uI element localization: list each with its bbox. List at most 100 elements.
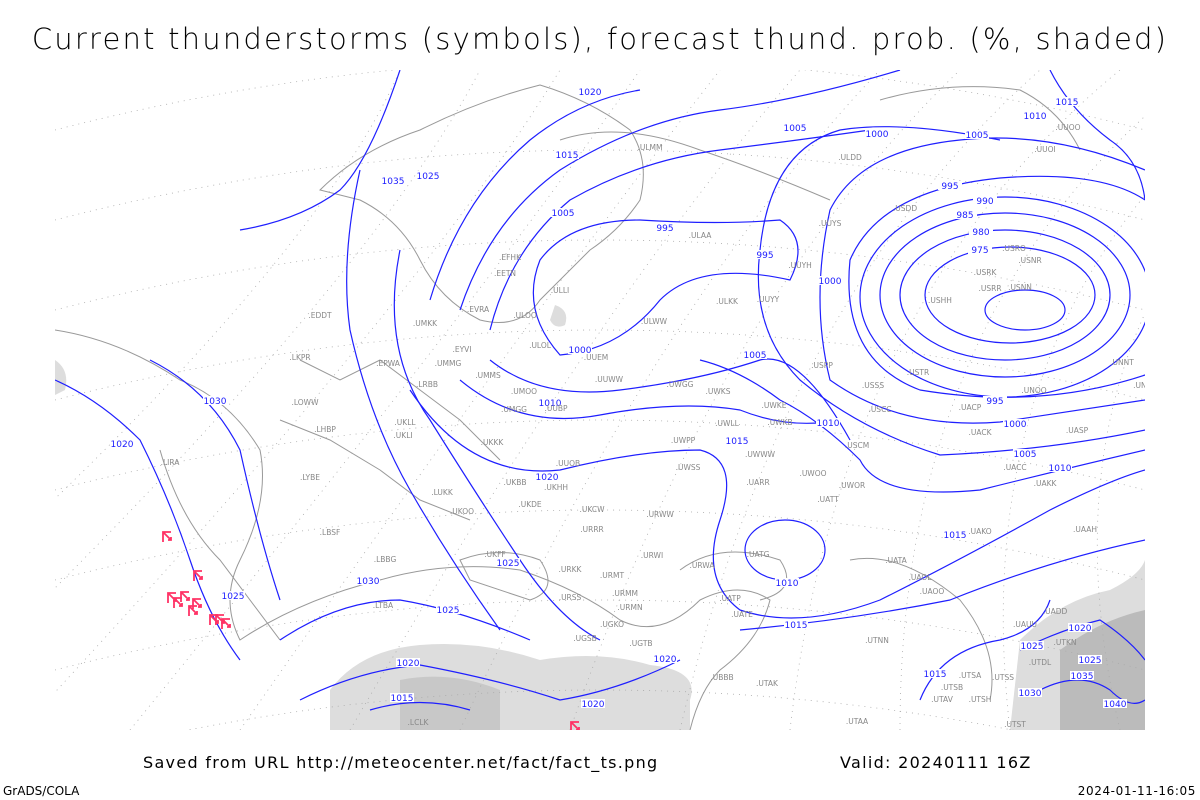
station-label: .UAAH: [1073, 525, 1097, 534]
isobar-label: 1030: [1019, 689, 1042, 699]
station-label: .LRBB: [416, 380, 438, 389]
station-label: .USNR: [1018, 256, 1041, 265]
station-label: .UKHH: [544, 483, 568, 492]
station-label: .EETN: [494, 269, 516, 278]
isobar-label: 1010: [1024, 112, 1047, 122]
station-label: .USRR: [978, 284, 1001, 293]
station-label: .USCC: [868, 405, 891, 414]
station-label: .UUWW: [595, 375, 624, 384]
isobar-label: 1005: [552, 209, 575, 219]
station-label: .ULLI: [551, 286, 569, 295]
station-label: .ULAA: [689, 231, 713, 240]
software-credit: GrADS/COLA: [3, 784, 80, 798]
station-label: .UKFF: [484, 550, 505, 559]
isobar-label: 995: [656, 224, 673, 234]
isobar-label: 1015: [391, 694, 414, 704]
station-label: .ULDD: [838, 153, 862, 162]
station-label: .URMN: [617, 603, 642, 612]
thunderstorm-symbol-icon: [188, 605, 198, 616]
isobar-label: 1015: [726, 437, 749, 447]
station-label: .EVRA: [467, 305, 490, 314]
isobar-label: 1020: [654, 655, 677, 665]
isobar-label: 1010: [1049, 464, 1072, 474]
isobar-labels: 1020 1015 1010 1005 1000 1005 1015 1035 1025 1005…: [110, 87, 1127, 710]
station-label: .URWW: [646, 510, 674, 519]
isobar-label: 1035: [1071, 672, 1094, 682]
isobar-label: 1025: [1021, 642, 1044, 652]
station-label: .UUEM: [584, 353, 609, 362]
station-label: .EDDT: [308, 311, 332, 320]
station-label: .UAOL: [909, 573, 933, 582]
station-label: .UWPP: [671, 436, 696, 445]
isobar-label: 1015: [1056, 98, 1079, 108]
isobar-label: 1015: [556, 151, 579, 161]
thunderstorm-symbol-icon: [180, 591, 190, 602]
station-label: .LHBP: [314, 425, 336, 434]
station-label: .UTST: [1004, 720, 1026, 729]
generated-timestamp: 2024-01-11-16:05: [1077, 784, 1196, 798]
station-label: .UADD: [1043, 607, 1068, 616]
station-label: .UATA: [885, 556, 907, 565]
isobar-label: 1000: [569, 346, 592, 356]
station-label: .URSS: [559, 593, 582, 602]
station-label: .UUOI: [1034, 145, 1055, 154]
isobar-label: 1020: [579, 88, 602, 98]
source-url-text: Saved from URL http://meteocenter.net/fa…: [143, 753, 659, 772]
station-label: .UATT: [817, 495, 839, 504]
station-label: .UGSB: [573, 634, 597, 643]
station-label: .LBBG: [374, 555, 397, 564]
coastlines-and-borders: [55, 84, 1081, 730]
station-labels: .ULMM .ULDD .UUOI .UUOO .USDD .UUYS .ULAA .UUYH…: [161, 123, 1157, 729]
isobar-label: 990: [976, 197, 993, 207]
station-label: .UATE: [731, 610, 753, 619]
station-label: .UKKK: [481, 438, 505, 447]
station-label: .UMKK: [413, 319, 438, 328]
isobar-label: 1025: [437, 606, 460, 616]
station-label: .UACK: [968, 428, 992, 437]
station-label: .UMGG: [501, 405, 527, 414]
isobar-label: 1040: [1104, 700, 1127, 710]
isobar-label: 1010: [776, 579, 799, 589]
isobar-label: 1000: [866, 130, 889, 140]
station-label: .UWSS: [676, 463, 701, 472]
station-label: .LOWW: [291, 398, 319, 407]
station-label: .ULMM: [638, 143, 663, 152]
station-label: .UKDE: [518, 500, 542, 509]
station-label: .UGKO: [600, 620, 624, 629]
station-label: .UAKK: [1034, 479, 1058, 488]
station-label: .USTR: [907, 368, 929, 377]
thunderstorm-symbol-icon: [192, 598, 202, 609]
station-label: .UAOO: [920, 587, 945, 596]
station-label: .UTNN: [865, 636, 889, 645]
thunderstorm-symbols: [162, 531, 580, 730]
isobar-label: 1020: [582, 700, 605, 710]
station-label: .UWLL: [715, 419, 739, 428]
station-label: .UTSA: [959, 671, 982, 680]
isobar-label: 1000: [819, 277, 842, 287]
isobar-label: 995: [756, 251, 773, 261]
isobar-label: 1025: [497, 559, 520, 569]
station-label: .EPWA: [376, 359, 401, 368]
station-label: .UTAK: [756, 679, 779, 688]
isobar-label: 1035: [382, 177, 405, 187]
isobar-label: 995: [986, 397, 1003, 407]
station-label: .UNBB: [1133, 381, 1157, 390]
isobar-label: 980: [972, 228, 989, 238]
station-label: .LKPR: [289, 353, 310, 362]
station-label: .UUYY: [757, 295, 780, 304]
station-label: .LUKK: [431, 488, 454, 497]
station-label: .UATP: [719, 594, 741, 603]
isobar-label: 1015: [944, 531, 967, 541]
station-label: .URWA: [690, 561, 716, 570]
station-label: .UKOO: [450, 507, 474, 516]
isobar-label: 1030: [357, 577, 380, 587]
station-label: .UWOO: [799, 469, 826, 478]
station-label: .UWGG: [667, 380, 694, 389]
station-label: .URWI: [641, 551, 663, 560]
isobar-label: 1010: [539, 399, 562, 409]
thunderstorm-symbol-icon: [193, 570, 203, 581]
isobar-label: 1010: [817, 419, 840, 429]
isobar-label: 1015: [785, 621, 808, 631]
isobar-label: 1025: [417, 172, 440, 182]
